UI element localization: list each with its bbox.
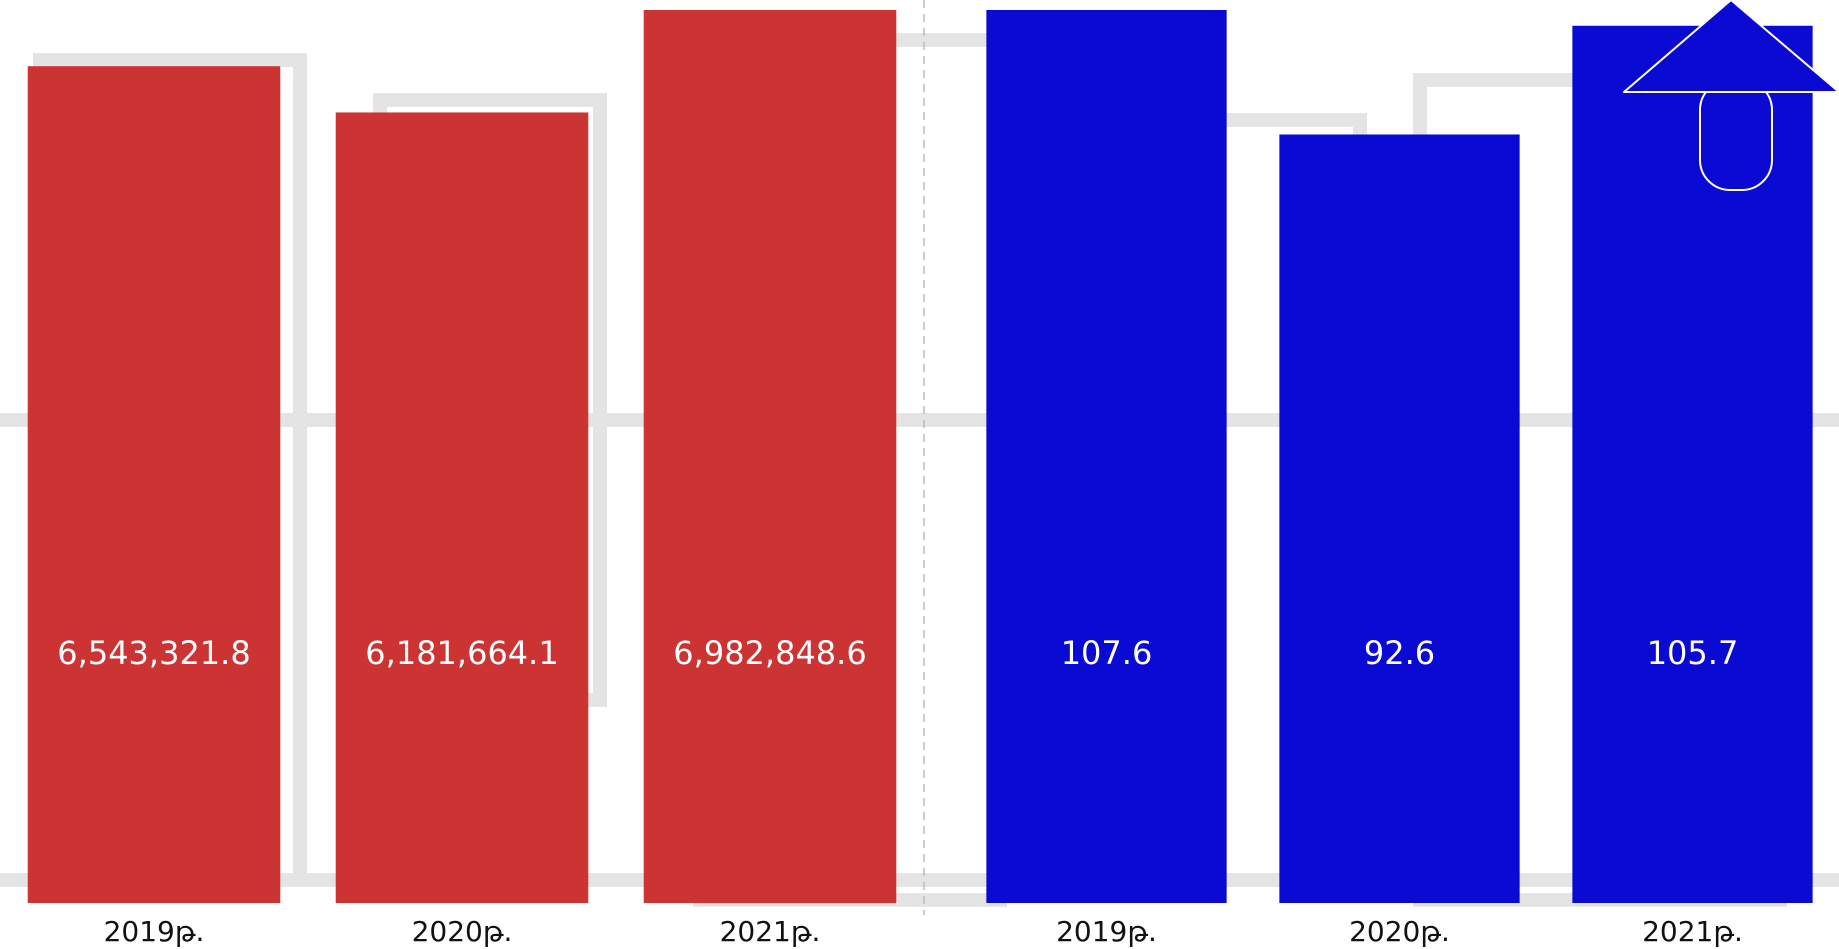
x-tick-label: 2019թ. bbox=[1056, 915, 1157, 948]
bar bbox=[27, 66, 281, 903]
value-label: 92.6 bbox=[1364, 634, 1435, 672]
bar bbox=[335, 112, 589, 904]
bar bbox=[643, 10, 897, 903]
bar bbox=[986, 10, 1227, 903]
value-label: 107.6 bbox=[1061, 634, 1153, 672]
value-label: 105.7 bbox=[1647, 634, 1739, 672]
bar bbox=[1572, 25, 1813, 903]
x-tick-label: 2019թ. bbox=[104, 915, 205, 948]
bar bbox=[1279, 134, 1520, 904]
value-label: 6,543,321.8 bbox=[57, 634, 250, 672]
x-tick-label: 2020թ. bbox=[1349, 915, 1450, 948]
value-label: 6,181,664.1 bbox=[365, 634, 558, 672]
x-tick-label: 2020թ. bbox=[412, 915, 513, 948]
up-arrow bbox=[1623, 0, 1839, 191]
x-tick-label: 2021թ. bbox=[1642, 915, 1743, 948]
x-tick-label: 2021թ. bbox=[720, 915, 821, 948]
value-label: 6,982,848.6 bbox=[673, 634, 866, 672]
